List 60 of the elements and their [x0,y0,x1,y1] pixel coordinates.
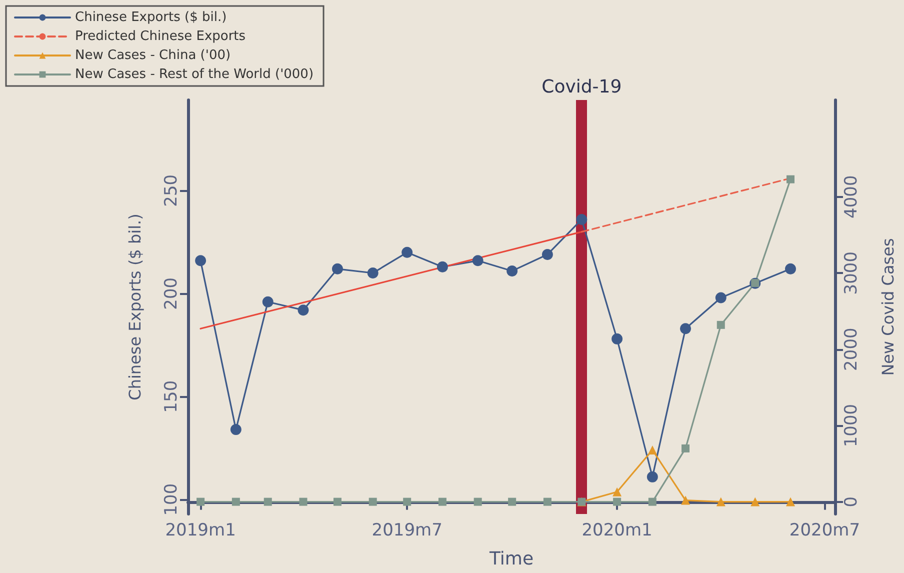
point [613,498,622,506]
point [333,498,342,506]
point [612,333,623,344]
point [715,292,726,304]
point [232,498,240,506]
point [612,487,622,496]
point [367,268,378,279]
point [474,498,482,506]
ref-line-label: Covid-19 [542,76,622,98]
point [648,498,656,506]
point [543,498,552,506]
x-tick-label: 2020m7 [789,520,860,540]
point [681,496,690,505]
point [786,497,795,506]
x-tick-label: 2019m1 [165,520,236,540]
y2-tick-label: 4000 [842,175,862,218]
x-tick-label: 2020m1 [582,520,652,540]
point [195,255,206,266]
point [682,444,690,452]
y-tick-label: 200 [162,277,182,310]
y2-axis-title: New Covid Cases [878,238,898,376]
y2-tick-label: 2000 [842,328,862,371]
x-tick-label: 2019m7 [372,520,442,540]
point [262,296,274,308]
point [368,498,377,506]
point [680,323,692,334]
y2-tick-label: 1000 [842,404,862,448]
point [648,445,657,454]
point [299,498,308,506]
point [403,498,412,506]
y2-tick-label: 3000 [842,251,862,295]
point [402,246,413,258]
point [646,471,658,482]
point [750,497,760,506]
legend-label: Chinese Exports ($ bil.) [75,10,227,25]
point [264,498,272,506]
point [508,498,516,506]
point [785,263,796,274]
point [332,263,343,274]
y-tick-label: 150 [162,380,182,413]
point [506,265,518,276]
y-tick-label: 100 [162,483,182,516]
point [716,320,725,329]
legend-label: Predicted Chinese Exports [75,29,246,44]
point [438,498,446,506]
point [786,175,794,184]
y-tick-label: 250 [162,174,182,207]
y2-tick-label: 0 [842,496,862,508]
legend-label: New Cases - China ('00) [75,48,231,63]
y-axis-title: Chinese Exports ($ bil.) [126,214,144,400]
point [472,255,484,266]
point [230,424,242,436]
point [576,214,588,225]
x-axis-title: Time [488,548,534,570]
point [436,261,448,272]
point [542,248,553,260]
point [716,497,726,506]
legend-label: New Cases - Rest of the World ('000) [75,67,314,82]
point [298,304,309,316]
point [196,498,205,506]
